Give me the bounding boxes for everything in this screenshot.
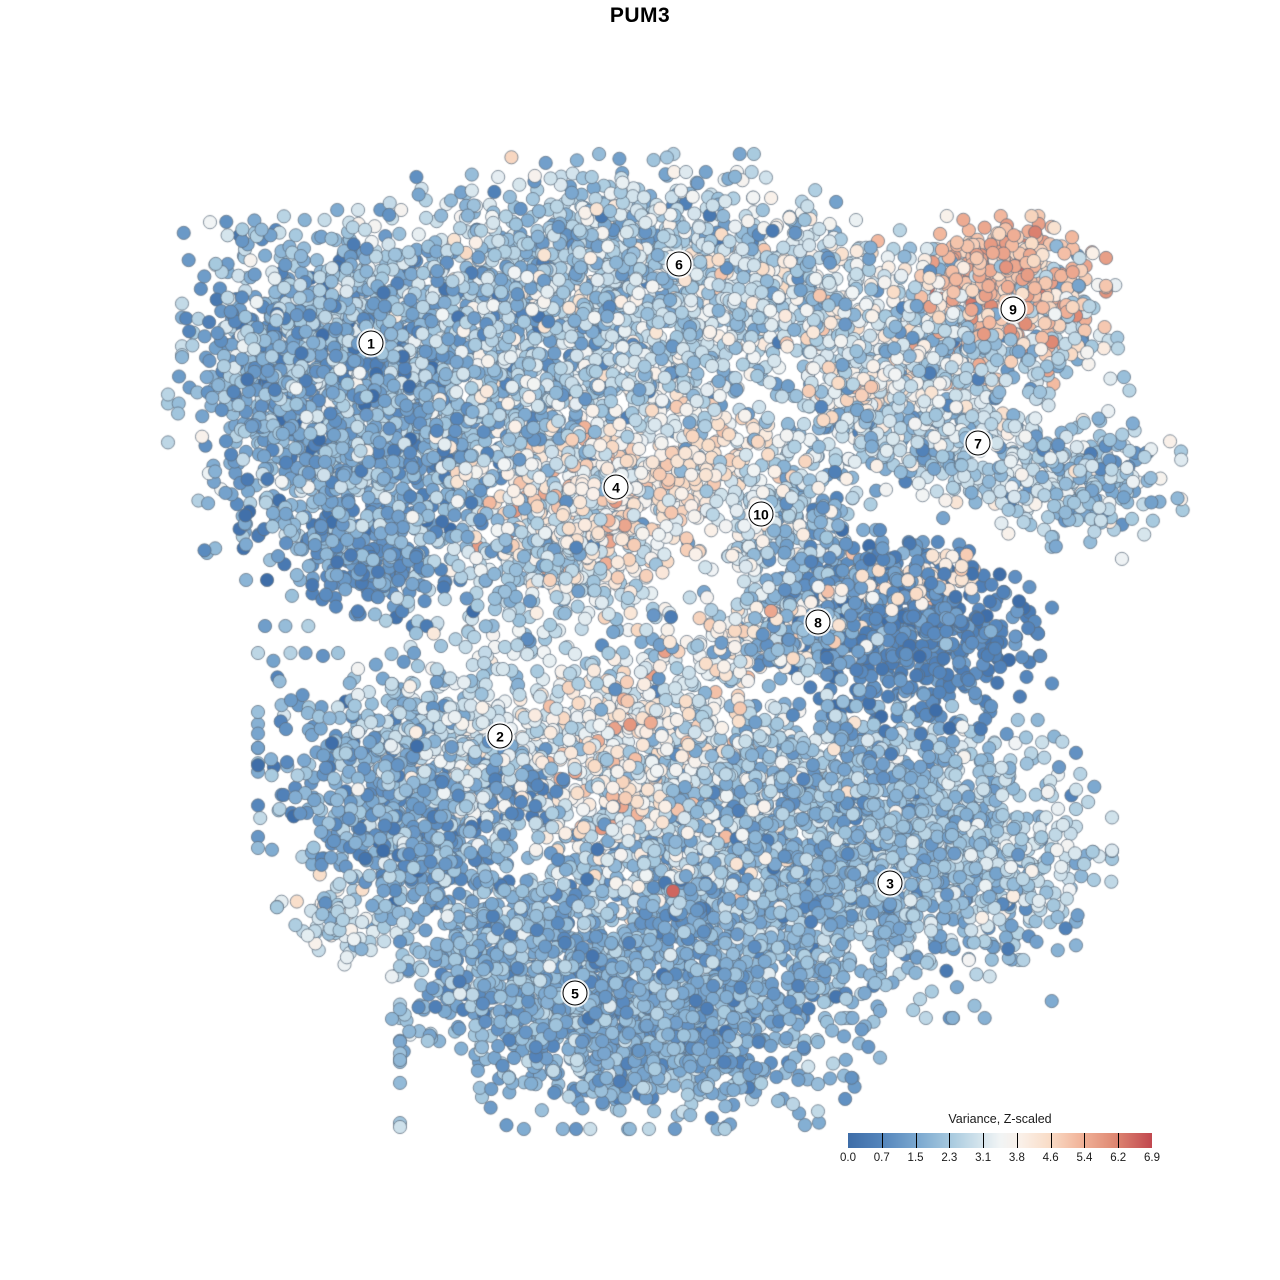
colorbar-separator xyxy=(915,1133,917,1148)
colorbar-gradient xyxy=(848,1133,1152,1148)
colorbar-separator xyxy=(1016,1133,1018,1148)
colorbar-tick-label: 3.1 xyxy=(975,1152,992,1164)
colorbar-separator xyxy=(949,1133,951,1148)
colorbar-tick-label: 0.0 xyxy=(840,1152,856,1164)
colorbar-tick-label: 1.5 xyxy=(907,1152,924,1164)
colorbar-tick-label: 4.6 xyxy=(1042,1152,1059,1164)
colorbar-tick-label: 2.3 xyxy=(941,1152,958,1164)
colorbar-tick-label: 6.2 xyxy=(1110,1152,1127,1164)
colorbar-tick-label: 5.4 xyxy=(1076,1152,1093,1164)
colorbar-tick-label: 0.7 xyxy=(873,1152,890,1164)
colorbar-separator xyxy=(1050,1133,1052,1148)
colorbar-separator xyxy=(881,1133,883,1148)
colorbar-title: Variance, Z-scaled xyxy=(948,1112,1052,1126)
colorbar-separator xyxy=(983,1133,985,1148)
colorbar-tick-label: 6.9 xyxy=(1144,1152,1160,1164)
colorbar-separator xyxy=(1118,1133,1120,1148)
colorbar-tick-label: 3.8 xyxy=(1008,1152,1025,1164)
colorbar-separator xyxy=(1084,1133,1086,1148)
